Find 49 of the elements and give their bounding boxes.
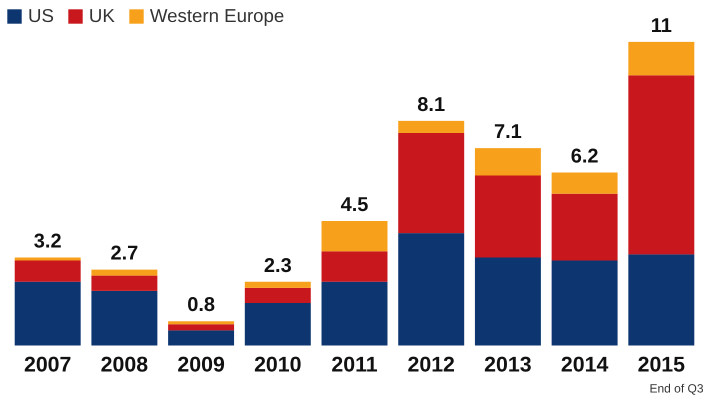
x-tick-label: 2009 [177,352,225,376]
annotation: 3.2 [34,230,62,252]
bar [14,260,81,282]
legend-label: Western Europe [150,5,284,27]
bar [322,282,388,346]
bar [14,257,81,260]
bar [398,233,464,346]
x-tick-label: 2007 [24,352,72,376]
x-tick-label: 2015 [638,352,686,376]
bar [244,282,311,288]
bar [628,42,694,76]
bar [628,254,694,346]
bar [552,172,618,194]
annotation: 0.8 [187,294,216,316]
bar [398,133,464,234]
bar [168,330,234,346]
x-tick-label: 2014 [560,352,608,376]
bar [552,194,618,260]
bar [244,303,311,346]
annotation: 7.1 [494,121,522,144]
x-tick-label: 2010 [254,352,302,376]
bar [91,270,158,276]
bar [322,251,388,282]
bar [474,176,541,258]
bar [168,321,234,324]
legend-label: US [28,5,54,27]
bar [474,257,541,346]
bar [398,120,464,133]
annotation: 11 [650,14,672,37]
annotation: 4.5 [340,194,368,216]
bar [91,290,158,346]
bar [628,75,694,254]
x-tick-label: 2013 [484,352,532,376]
annotation: 2.7 [110,242,138,265]
bar [244,288,311,303]
bar [474,148,541,176]
bar [322,221,388,252]
annotation: 2.3 [264,254,292,277]
bar [91,276,158,291]
x-tick-label: 2008 [100,352,148,376]
annotation: 6.2 [570,145,599,168]
annotation: 8.1 [417,94,446,116]
text: End of Q3 [649,382,704,396]
x-tick-label: 2012 [407,352,455,376]
bar [552,260,618,346]
x-tick-label: 2011 [331,352,378,376]
legend-label: UK [88,5,115,27]
bar [168,324,234,330]
bar [14,282,81,346]
